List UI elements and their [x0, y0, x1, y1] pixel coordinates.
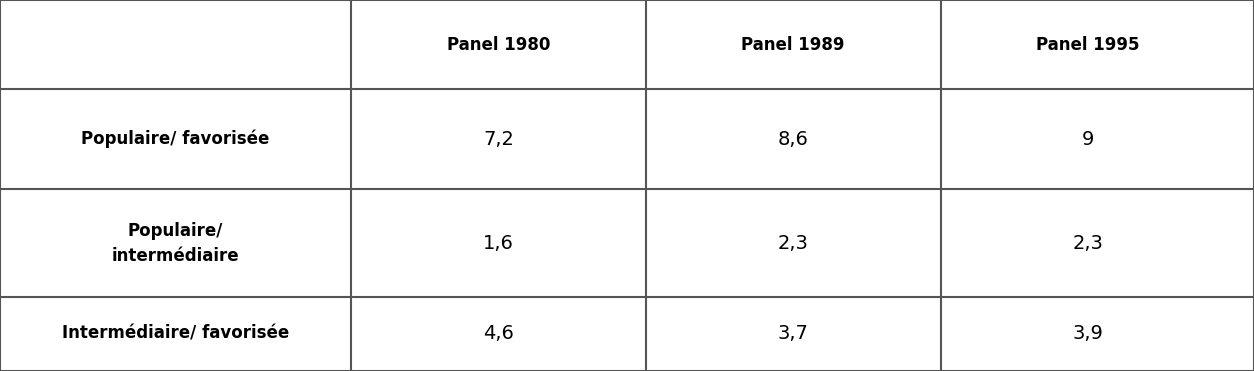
Text: 7,2: 7,2 [483, 129, 514, 149]
Text: Panel 1989: Panel 1989 [741, 36, 845, 53]
Text: 3,9: 3,9 [1072, 324, 1104, 344]
Text: Panel 1980: Panel 1980 [446, 36, 551, 53]
Text: 4,6: 4,6 [483, 324, 514, 344]
Text: 9: 9 [1082, 129, 1093, 149]
Text: 8,6: 8,6 [777, 129, 809, 149]
Text: Populaire/
intermédiaire: Populaire/ intermédiaire [112, 221, 240, 265]
Text: 2,3: 2,3 [1072, 233, 1104, 253]
Text: 2,3: 2,3 [777, 233, 809, 253]
Text: Populaire/ favorisée: Populaire/ favorisée [82, 130, 270, 148]
Text: Intermédiaire/ favorisée: Intermédiaire/ favorisée [61, 325, 290, 343]
Text: Panel 1995: Panel 1995 [1036, 36, 1140, 53]
Text: 3,7: 3,7 [777, 324, 809, 344]
Text: 1,6: 1,6 [483, 233, 514, 253]
